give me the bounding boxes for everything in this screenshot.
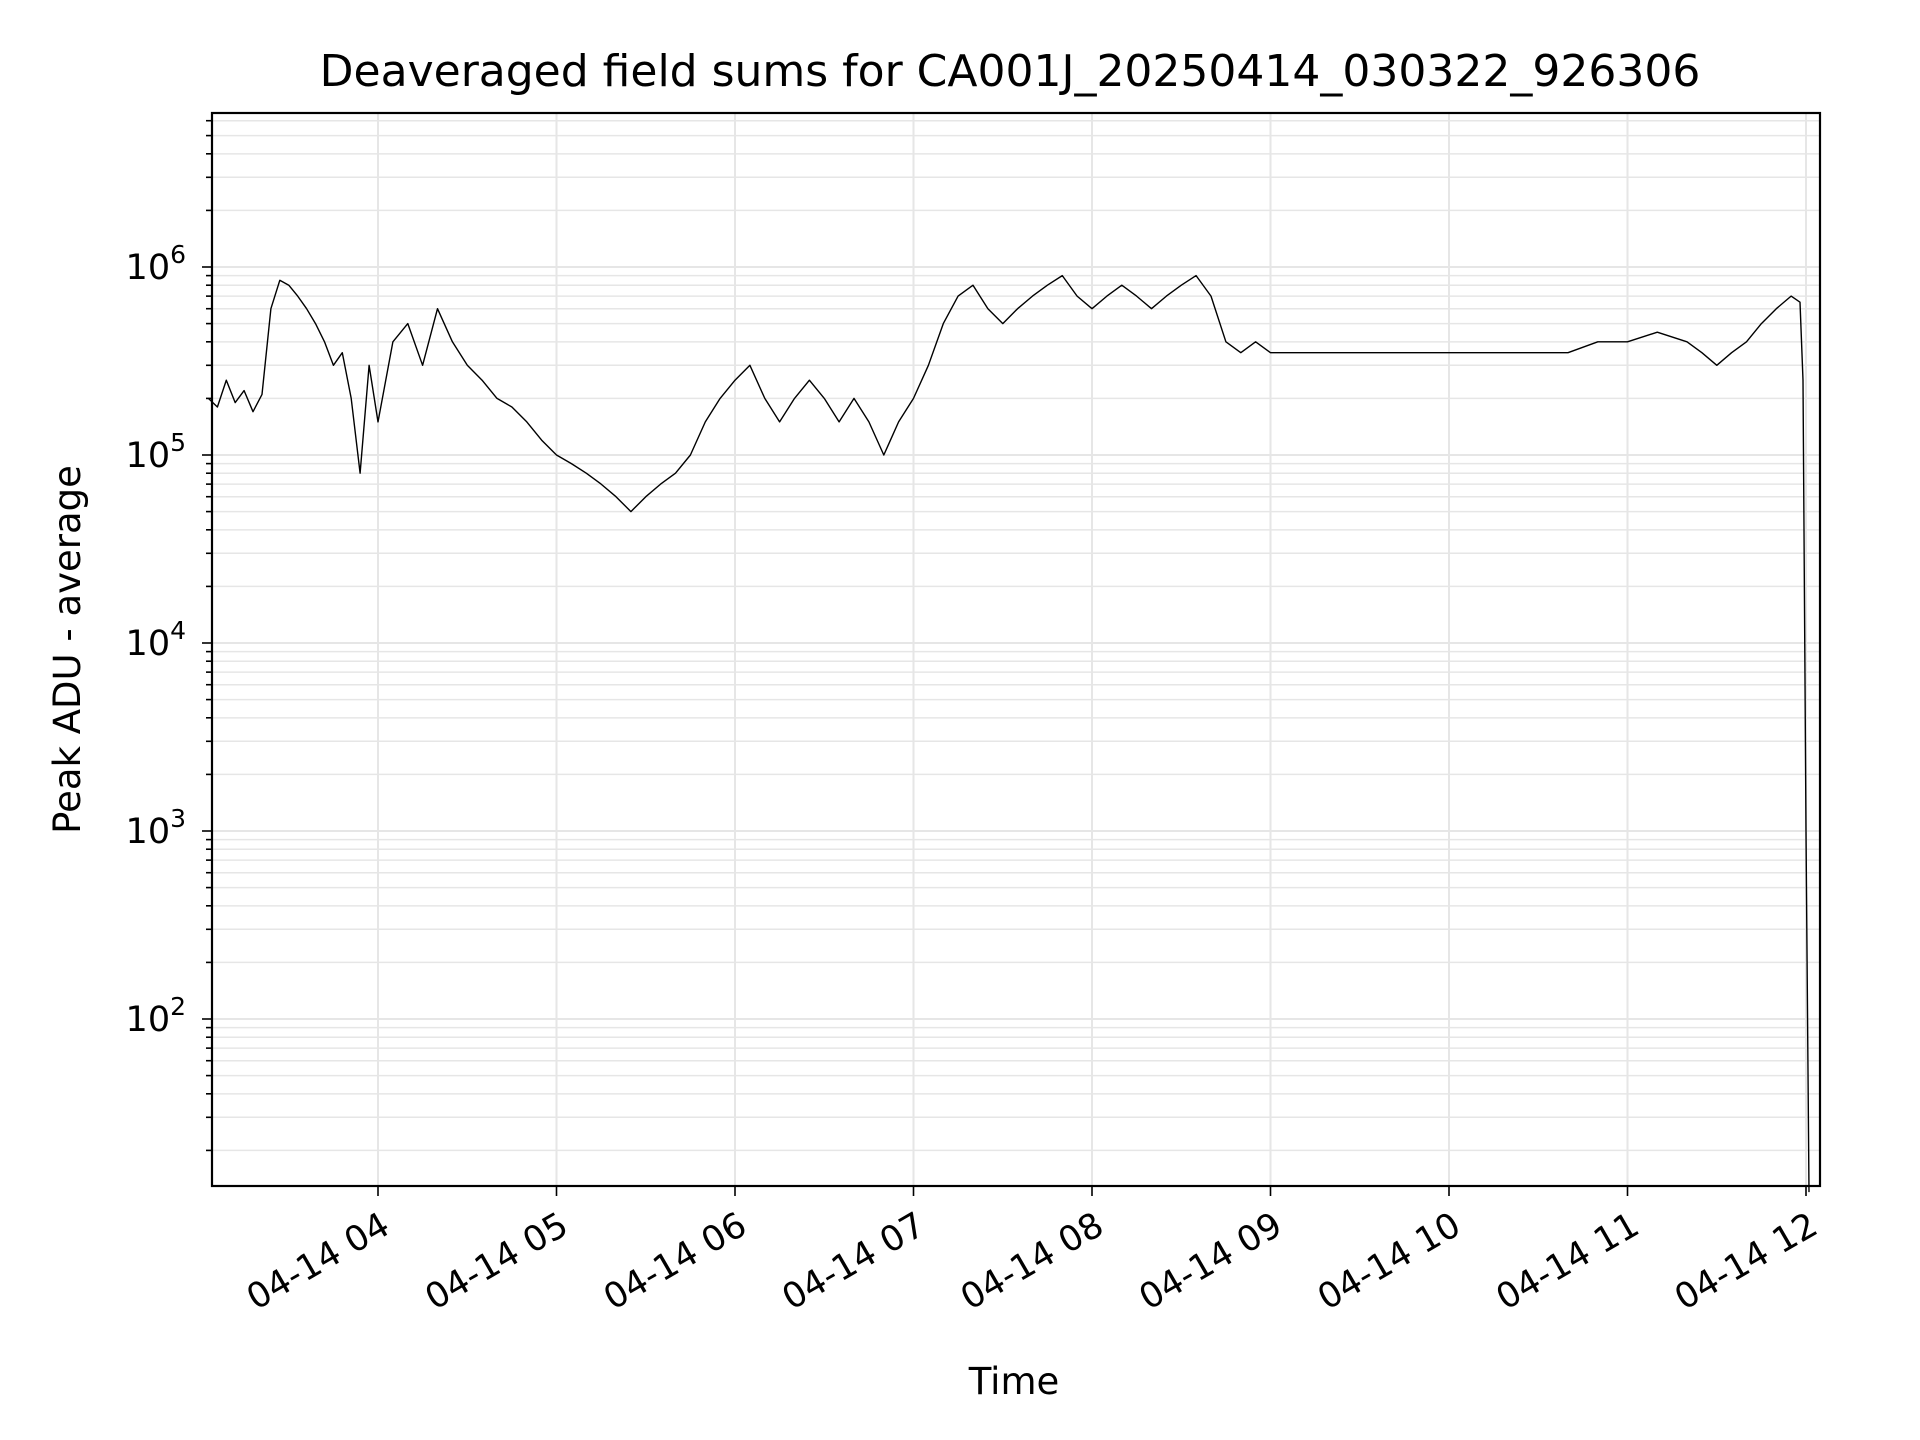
y-tick-exponent: 6 <box>170 240 186 269</box>
y-tick-label: 103 <box>126 804 186 852</box>
y-tick-label: 104 <box>126 616 186 664</box>
y-tick-exponent: 4 <box>170 616 186 645</box>
y-tick-base: 10 <box>126 624 171 664</box>
y-tick-exponent: 5 <box>170 428 186 457</box>
grid-layer <box>212 113 1820 1186</box>
tick-layer: 04-14 04 04-14 05 04-14 06 04-14 07 04-14 08… <box>126 119 1825 1318</box>
x-tick-label: 04-14 10 <box>1311 1205 1467 1318</box>
y-tick-exponent: 2 <box>170 992 186 1021</box>
x-axis-label: Time <box>968 1360 1060 1403</box>
y-tick-label: 106 <box>126 240 186 288</box>
x-tick-label: 04-14 08 <box>954 1205 1110 1318</box>
x-tick-label: 04-14 05 <box>419 1205 575 1318</box>
series-layer <box>207 274 1810 1193</box>
y-tick-label: 102 <box>126 992 186 1040</box>
y-tick-exponent: 3 <box>170 804 186 833</box>
y-tick-base: 10 <box>126 1000 171 1040</box>
chart-title: Deaveraged field sums for CA001J_2025041… <box>320 46 1701 97</box>
y-tick-base: 10 <box>126 812 171 852</box>
y-tick-base: 10 <box>126 248 171 288</box>
y-tick-base: 10 <box>126 436 171 476</box>
x-tick-label: 04-14 06 <box>597 1205 753 1318</box>
x-tick-label: 04-14 09 <box>1133 1205 1289 1318</box>
x-tick-label: 04-14 11 <box>1490 1205 1646 1318</box>
x-tick-label: 04-14 12 <box>1668 1205 1824 1318</box>
y-axis-label: Peak ADU - average <box>46 465 89 834</box>
x-tick-label: 04-14 04 <box>240 1205 396 1318</box>
plot-frame <box>210 111 1822 1188</box>
x-tick-label: 04-14 07 <box>776 1205 932 1318</box>
y-tick-label: 105 <box>126 428 186 476</box>
series-line <box>207 274 1810 1193</box>
